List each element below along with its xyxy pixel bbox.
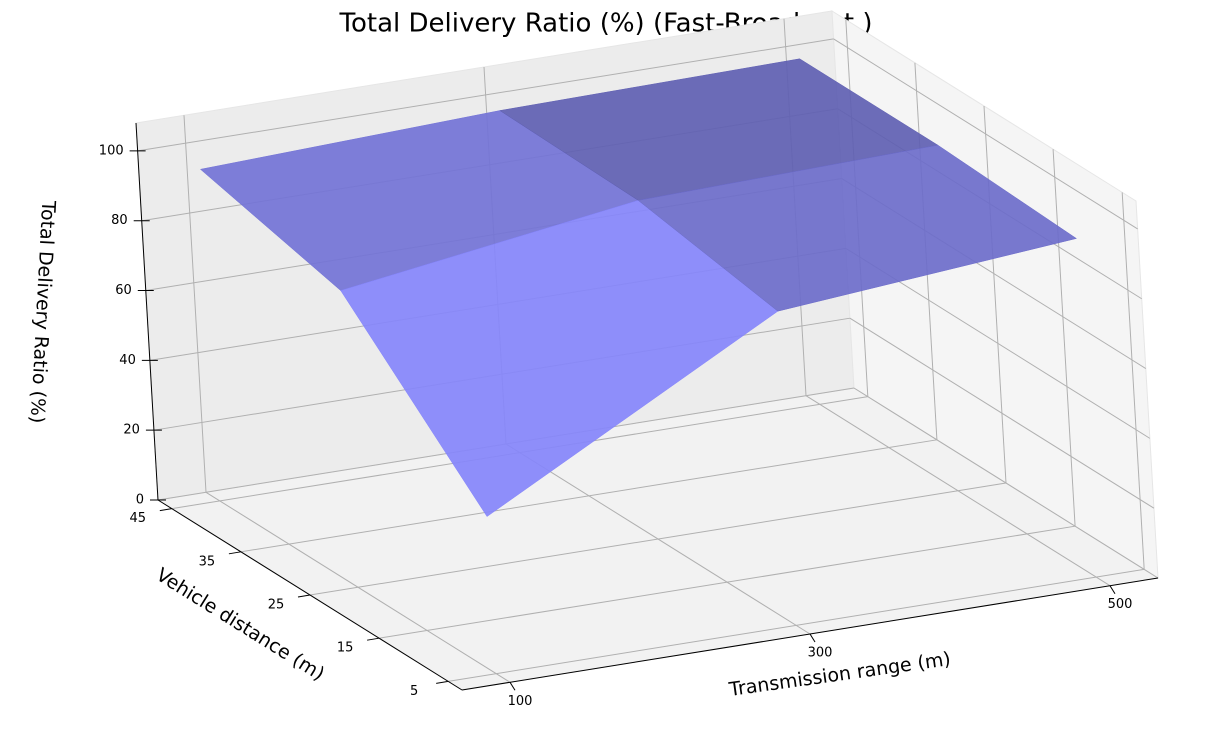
x-axis-line	[461, 577, 1159, 691]
z-tick-label: 80	[111, 213, 128, 228]
y-tick	[297, 594, 311, 598]
x-tick-label: 100	[508, 694, 533, 709]
z-tick-label: 0	[136, 493, 144, 508]
y-tick-label: 5	[410, 684, 418, 699]
y-tick	[367, 637, 380, 641]
y-tick	[228, 551, 241, 555]
y-axis-line	[157, 499, 463, 691]
surface-patch	[637, 144, 1078, 312]
y-tick-label: 45	[130, 511, 147, 526]
grid-line	[309, 482, 1007, 596]
y-tick-label: 15	[337, 641, 354, 656]
grid-line	[240, 439, 937, 553]
y-tick	[159, 508, 172, 512]
x-tick	[509, 682, 516, 691]
grid-line	[1052, 149, 1076, 527]
z-tick-label: 20	[123, 423, 140, 438]
grid-line	[379, 525, 1076, 639]
grid-line	[849, 317, 1155, 509]
y-tick-label: 35	[199, 554, 216, 569]
x-tick-label: 300	[808, 646, 833, 661]
y-tick	[436, 680, 449, 684]
grid-line	[1121, 192, 1145, 570]
grid-line	[833, 38, 1138, 230]
grid-line	[983, 105, 1007, 484]
z-tick-label: 60	[115, 283, 132, 298]
z-axis-line	[135, 122, 159, 501]
x-tick	[1109, 585, 1116, 594]
x-tick	[809, 633, 816, 643]
y-tick-label: 25	[268, 598, 285, 613]
grid-line	[448, 568, 1145, 682]
z-tick-label: 40	[119, 353, 136, 368]
grid-line	[853, 387, 1159, 579]
grid-line	[137, 38, 834, 152]
z-axis-label: Total Delivery Ratio (%)	[26, 199, 60, 424]
axes: 100 300 500 5 15 25 35 45 0 20 40 60 80 100	[99, 122, 1159, 709]
grid-line	[183, 115, 207, 493]
x-tick-label: 500	[1108, 597, 1133, 612]
surface	[199, 58, 1078, 517]
x-axis-label: Transmission range (m)	[727, 648, 952, 701]
z-tick-label: 100	[99, 143, 124, 158]
